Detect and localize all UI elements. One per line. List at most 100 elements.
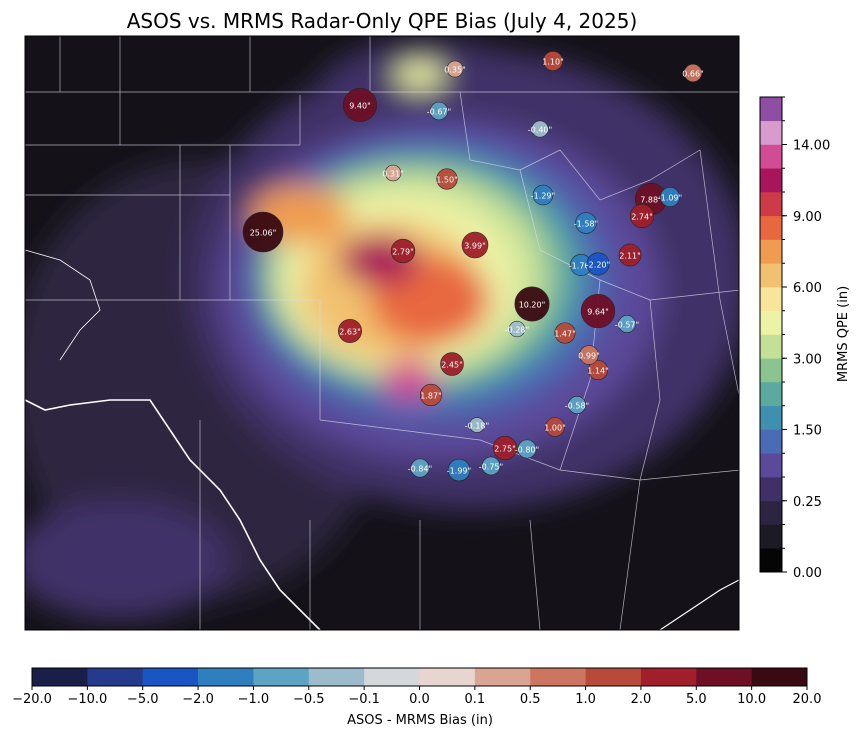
qpe-color-segment <box>760 453 782 478</box>
station-marker <box>419 383 443 407</box>
station-marker <box>429 101 449 121</box>
station-label: 9.64" <box>587 308 609 317</box>
bias-color-segment <box>142 668 199 686</box>
bias-tick-label: 20.0 <box>793 692 822 707</box>
station-label: 0.31" <box>382 170 404 179</box>
bias-color-segment <box>696 668 752 686</box>
stations: 9.40" 25.06" 10.20" 9.64" 7.88" 2.74" 2.11" 3.9… <box>242 51 704 482</box>
qpe-color-segment <box>760 310 782 335</box>
station-label: -1.99" <box>447 467 471 476</box>
bias-colorbar: −20.0 −10.0 −5.0 −2.0 −1.0 −0.5 −0.1 0.0 0.1 0.5 1… <box>12 667 822 707</box>
station-label: -1.58" <box>574 220 598 229</box>
station-label: 1.47" <box>554 330 576 339</box>
station-label: -2.20" <box>586 261 610 270</box>
bias-color-segment <box>474 668 531 686</box>
station-label: 9.40" <box>349 102 371 111</box>
station-label: -1.09" <box>658 194 682 203</box>
map <box>25 36 739 630</box>
station-marker <box>580 293 616 329</box>
qpe-colorbar-label: MRMS QPE (in) <box>836 286 851 382</box>
station-marker <box>508 320 526 338</box>
station-marker <box>554 322 576 344</box>
station-label: 2.75" <box>494 445 516 454</box>
station-marker <box>390 238 416 264</box>
bias-tick-label: −2.0 <box>182 692 214 707</box>
qpe-color-segment <box>760 120 782 145</box>
bias-tick-label: −0.5 <box>293 692 325 707</box>
station-marker <box>517 439 537 459</box>
bias-tick-label: 0.0 <box>409 692 430 707</box>
station-label: -0.57" <box>615 321 639 330</box>
station-marker <box>338 319 362 343</box>
station-marker <box>242 211 284 253</box>
bias-color-segment <box>87 668 144 686</box>
station-label: -0.18" <box>465 422 489 431</box>
qpe-color-segment <box>760 287 782 312</box>
bias-color-segment <box>751 668 808 686</box>
qpe-color-segment <box>760 144 782 169</box>
station-label: 2.45" <box>441 361 463 370</box>
station-marker <box>446 60 464 78</box>
station-marker <box>543 51 563 71</box>
qpe-tick-label: 6.00 <box>793 281 822 296</box>
qpe-color-segment <box>760 548 782 573</box>
station-label: -0.80" <box>515 446 539 455</box>
station-label: -0.28" <box>505 326 529 335</box>
bias-color-segment <box>253 668 310 686</box>
bias-color-segment <box>364 668 420 686</box>
station-label: -0.84" <box>408 465 432 474</box>
bias-color-segment <box>585 668 642 686</box>
bias-tick-label: 10.0 <box>737 692 766 707</box>
qpe-color-segment <box>760 192 782 217</box>
bias-color-segment <box>530 668 586 686</box>
station-label: 2.74" <box>631 213 653 222</box>
qpe-tick-label: 0.00 <box>793 566 822 581</box>
qpe-color-segment <box>760 334 782 359</box>
qpe-tick-label: 9.00 <box>793 210 822 225</box>
station-marker <box>481 456 501 476</box>
bias-tick-label: −1.0 <box>238 692 270 707</box>
station-marker <box>410 458 430 478</box>
station-label: 0.66" <box>682 70 704 79</box>
station-label: 1.50" <box>436 176 458 185</box>
station-label: 1.10" <box>542 58 564 67</box>
map-frame <box>24 35 740 631</box>
qpe-color-segment <box>760 405 782 430</box>
bias-tick-label: −0.1 <box>348 692 380 707</box>
station-label: -0.67" <box>427 108 451 117</box>
qpe-colorbar: 0.00 0.25 1.50 3.00 6.00 9.00 14.00 <box>759 96 830 581</box>
bias-tick-label: 2.0 <box>631 692 652 707</box>
station-label: 0.99" <box>578 352 600 361</box>
qpe-color-segment <box>760 263 782 288</box>
station-label: 1.14" <box>587 367 609 376</box>
qpe-tick-label: 14.00 <box>793 139 830 154</box>
station-marker <box>587 359 609 381</box>
qpe-color-segment <box>760 524 782 549</box>
station-label: 0.35" <box>444 66 466 75</box>
qpe-color-segment <box>760 500 782 525</box>
qpe-color-segment <box>760 358 782 383</box>
qpe-tick-label: 3.00 <box>793 352 822 367</box>
station-marker <box>447 458 471 482</box>
station-marker <box>660 187 680 207</box>
bias-color-segment <box>419 668 476 686</box>
bias-tick-label: −5.0 <box>127 692 159 707</box>
qpe-tick-label: 1.50 <box>793 424 822 439</box>
bias-tick-label: −20.0 <box>12 692 52 707</box>
station-label: -0.40" <box>528 126 552 135</box>
bias-color-segment <box>308 668 365 686</box>
station-label: 1.87" <box>420 392 442 401</box>
station-marker <box>531 120 549 138</box>
qpe-color-segment <box>760 215 782 240</box>
bias-tick-label: 0.5 <box>520 692 541 707</box>
station-label: 2.11" <box>619 252 641 261</box>
station-label: -1.29" <box>531 192 555 201</box>
station-label: 25.06" <box>250 229 277 238</box>
bias-tick-label: 1.0 <box>575 692 596 707</box>
station-marker <box>384 164 402 182</box>
station-label: 3.99" <box>464 242 486 251</box>
station-marker <box>532 184 554 206</box>
station-label: -0.58" <box>565 402 589 411</box>
qpe-color-segment <box>760 239 782 264</box>
qpe-color-segment <box>760 168 782 193</box>
